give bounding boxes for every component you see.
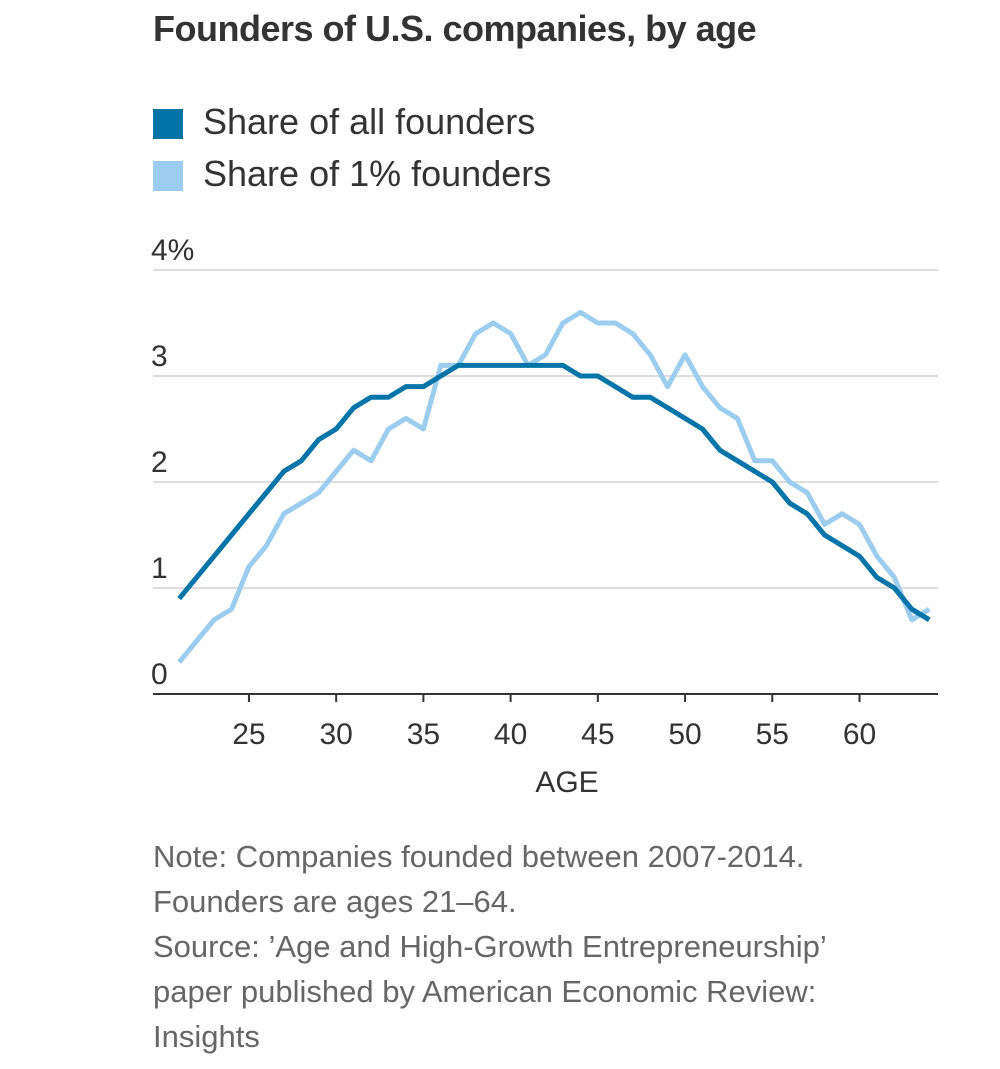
x-tick-label-35: 35 — [407, 718, 440, 751]
y-tick-label-4: 4% — [151, 234, 194, 267]
footnote: Note: Companies founded between 2007-201… — [153, 834, 913, 1059]
series-line-all-founders — [177, 362, 931, 622]
x-tick-label-55: 55 — [756, 718, 789, 751]
legend-swatch-all-founders — [153, 109, 183, 139]
series-lines — [177, 309, 931, 664]
gridlines — [153, 269, 938, 695]
x-axis-ticks: 25 30 35 40 45 50 55 60 — [232, 694, 876, 751]
x-tick-label-30: 30 — [319, 718, 352, 751]
series-line-1pct-founders — [177, 309, 931, 664]
line-chart: 0 1 2 3 4% 25 30 35 40 45 50 55 60 AGE — [151, 234, 938, 799]
chart-title: Founders of U.S. companies, by age — [153, 8, 757, 49]
y-tick-label-3: 3 — [151, 340, 168, 373]
y-tick-label-2: 2 — [151, 446, 168, 479]
note-line-1: Note: Companies founded between 2007-201… — [153, 839, 805, 874]
x-axis-label: AGE — [535, 766, 598, 799]
x-tick-label-40: 40 — [494, 718, 527, 751]
legend-item-1pct-founders: Share of 1% founders — [153, 148, 551, 200]
legend-label-1pct-founders: Share of 1% founders — [203, 153, 552, 194]
legend: Share of all founders Share of 1% founde… — [153, 96, 551, 200]
legend-item-all-founders: Share of all founders — [153, 96, 551, 148]
source-line-1: Source: ’Age and High-Growth Entrepreneu… — [153, 929, 827, 964]
x-tick-label-50: 50 — [668, 718, 701, 751]
source-line-3: Insights — [153, 1019, 260, 1054]
x-tick-label-25: 25 — [232, 718, 265, 751]
x-tick-label-60: 60 — [843, 718, 876, 751]
y-tick-label-1: 1 — [151, 552, 168, 585]
x-tick-label-45: 45 — [581, 718, 614, 751]
y-axis-ticks: 0 1 2 3 4% — [151, 234, 194, 691]
note-line-2: Founders are ages 21–64. — [153, 884, 517, 919]
legend-swatch-1pct-founders — [153, 161, 183, 191]
y-tick-label-0: 0 — [151, 658, 168, 691]
source-line-2: paper published by American Economic Rev… — [153, 974, 817, 1009]
legend-label-all-founders: Share of all founders — [203, 101, 536, 142]
